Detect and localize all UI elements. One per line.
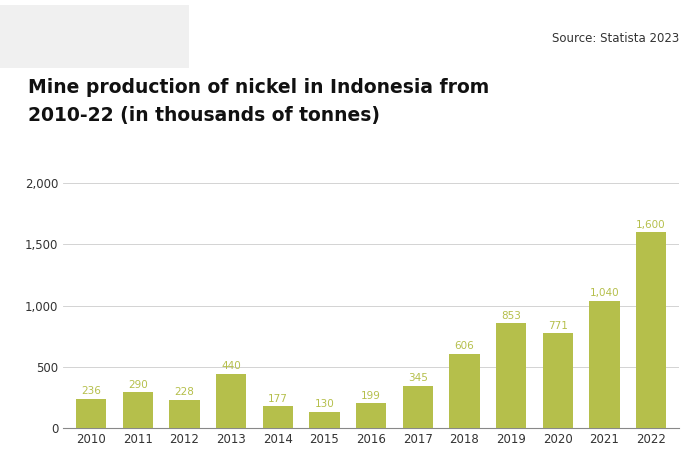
Text: 1,040: 1,040 [589,288,619,298]
Bar [309,412,339,428]
Bar [169,400,200,428]
Bar [542,334,573,428]
Text: 199: 199 [361,391,381,401]
Text: 606: 606 [454,341,474,351]
Bar [356,403,386,428]
Bar [636,232,666,428]
Text: Mine production of nickel in Indonesia from: Mine production of nickel in Indonesia f… [28,78,489,96]
Text: Source: Statista 2023: Source: Statista 2023 [552,32,679,45]
Text: 1,600: 1,600 [636,220,666,230]
Bar [76,399,106,428]
Text: 440: 440 [221,361,241,371]
Text: 771: 771 [547,321,568,331]
Text: 345: 345 [407,373,428,383]
Text: 290: 290 [128,380,148,390]
Text: 228: 228 [174,387,195,398]
Bar [496,323,526,428]
Bar [402,385,433,428]
Text: 177: 177 [267,394,288,404]
Bar [122,392,153,428]
Text: 2010-22 (in thousands of tonnes): 2010-22 (in thousands of tonnes) [28,106,380,125]
Bar [589,301,620,428]
Text: 853: 853 [501,311,521,321]
Bar [216,374,246,428]
Bar [449,353,480,428]
Text: INSIGHTS: INSIGHTS [94,31,176,46]
Text: 236: 236 [81,386,101,396]
Bar [262,406,293,428]
Text: 130: 130 [314,400,334,409]
